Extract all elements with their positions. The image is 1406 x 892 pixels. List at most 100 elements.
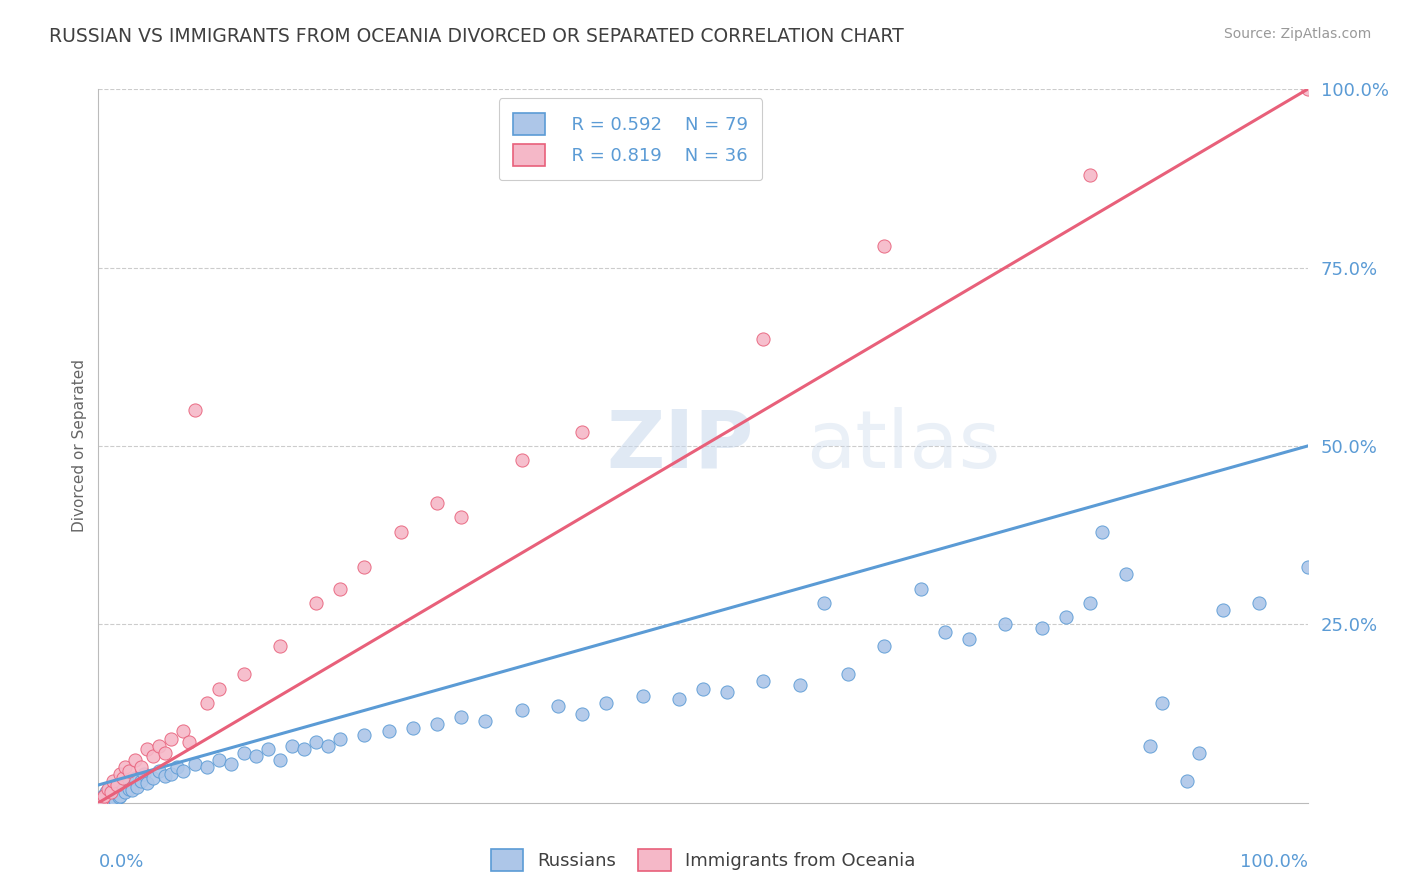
Point bbox=[752, 332, 775, 346]
Point bbox=[329, 582, 352, 596]
Point bbox=[142, 771, 165, 785]
Point bbox=[118, 781, 141, 796]
Point bbox=[402, 721, 425, 735]
Point bbox=[232, 746, 254, 760]
Point bbox=[105, 785, 128, 799]
Point bbox=[292, 742, 315, 756]
Point bbox=[108, 789, 131, 803]
Point bbox=[101, 774, 124, 789]
Point bbox=[124, 753, 146, 767]
Point bbox=[934, 624, 956, 639]
Text: Source: ZipAtlas.com: Source: ZipAtlas.com bbox=[1223, 27, 1371, 41]
Point bbox=[426, 496, 449, 510]
Point bbox=[1115, 567, 1137, 582]
Point bbox=[329, 731, 352, 746]
Point bbox=[108, 767, 131, 781]
Point bbox=[97, 781, 120, 796]
Point bbox=[111, 778, 134, 792]
Point bbox=[93, 789, 115, 803]
Point bbox=[91, 789, 114, 803]
Point bbox=[127, 780, 149, 794]
Point bbox=[873, 239, 896, 253]
Point bbox=[118, 764, 141, 778]
Point bbox=[232, 667, 254, 681]
Point bbox=[142, 749, 165, 764]
Point bbox=[837, 667, 859, 681]
Point bbox=[107, 780, 129, 794]
Point bbox=[1212, 603, 1234, 617]
Point bbox=[1188, 746, 1211, 760]
Point bbox=[377, 724, 399, 739]
Point bbox=[153, 746, 176, 760]
Point bbox=[184, 756, 207, 771]
Point bbox=[129, 774, 152, 789]
Point bbox=[195, 760, 218, 774]
Point bbox=[114, 785, 136, 799]
Point bbox=[353, 560, 375, 574]
Point bbox=[450, 510, 472, 524]
Point bbox=[1175, 774, 1198, 789]
Text: 100.0%: 100.0% bbox=[1240, 853, 1308, 871]
Point bbox=[789, 678, 811, 692]
Point bbox=[245, 749, 267, 764]
Point bbox=[179, 735, 201, 749]
Point bbox=[100, 791, 122, 805]
Point bbox=[316, 739, 339, 753]
Point bbox=[160, 731, 183, 746]
Point bbox=[256, 742, 278, 756]
Point bbox=[305, 596, 328, 610]
Point bbox=[668, 692, 690, 706]
Point bbox=[1054, 610, 1077, 624]
Point bbox=[269, 639, 291, 653]
Text: 0.0%: 0.0% bbox=[98, 853, 143, 871]
Point bbox=[450, 710, 472, 724]
Point bbox=[124, 771, 146, 785]
Point bbox=[221, 756, 243, 771]
Point bbox=[97, 794, 120, 808]
Point bbox=[873, 639, 896, 653]
Point bbox=[1152, 696, 1174, 710]
Point bbox=[510, 703, 533, 717]
Point bbox=[135, 776, 157, 790]
Point bbox=[160, 767, 183, 781]
Point bbox=[281, 739, 304, 753]
Point bbox=[114, 760, 136, 774]
Point bbox=[571, 425, 593, 439]
Point bbox=[208, 753, 231, 767]
Point bbox=[1078, 168, 1101, 182]
Point bbox=[813, 596, 835, 610]
Point bbox=[129, 760, 152, 774]
Point bbox=[510, 453, 533, 467]
Text: atlas: atlas bbox=[806, 407, 1000, 485]
Point bbox=[474, 714, 496, 728]
Point bbox=[148, 739, 170, 753]
Point bbox=[91, 792, 114, 806]
Point bbox=[269, 753, 291, 767]
Point bbox=[1139, 739, 1161, 753]
Point bbox=[91, 792, 114, 806]
Point bbox=[389, 524, 412, 539]
Point bbox=[105, 778, 128, 792]
Point bbox=[547, 699, 569, 714]
Point bbox=[172, 764, 194, 778]
Point bbox=[172, 724, 194, 739]
Point bbox=[108, 790, 131, 805]
Point bbox=[631, 689, 654, 703]
Point bbox=[1091, 524, 1114, 539]
Point bbox=[716, 685, 738, 699]
Point bbox=[1296, 82, 1319, 96]
Point bbox=[166, 760, 188, 774]
Legend: Russians, Immigrants from Oceania: Russians, Immigrants from Oceania bbox=[484, 842, 922, 879]
Point bbox=[148, 764, 170, 778]
Point bbox=[1031, 621, 1053, 635]
Point bbox=[101, 783, 124, 797]
Point bbox=[692, 681, 714, 696]
Point bbox=[111, 771, 134, 785]
Point bbox=[100, 787, 122, 801]
Point bbox=[1078, 596, 1101, 610]
Text: ZIP: ZIP bbox=[606, 407, 754, 485]
Point bbox=[195, 696, 218, 710]
Point bbox=[353, 728, 375, 742]
Point bbox=[184, 403, 207, 417]
Point bbox=[910, 582, 932, 596]
